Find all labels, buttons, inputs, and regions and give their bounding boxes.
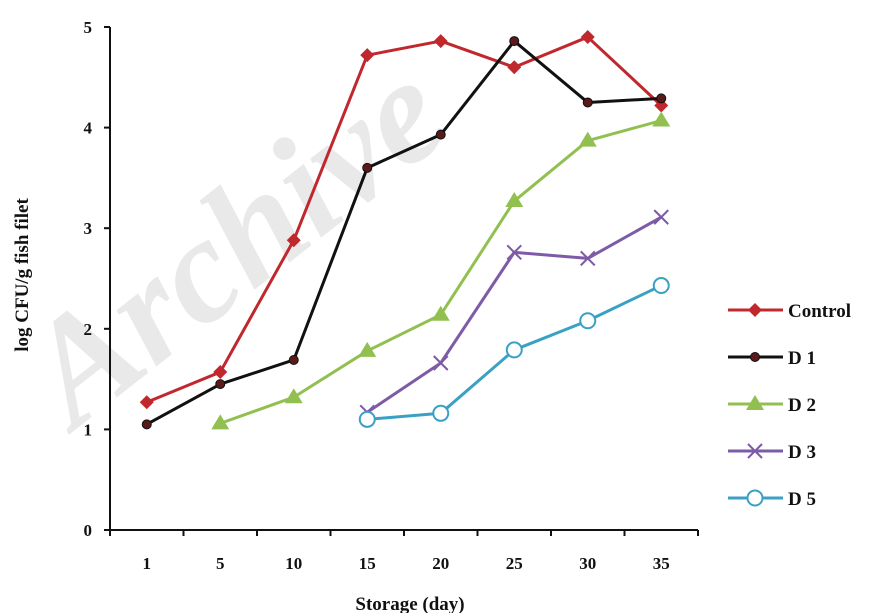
legend-item: D 1 <box>728 348 816 369</box>
series-line <box>366 215 662 414</box>
legend-item: Control <box>728 301 851 322</box>
watermark: Archive <box>0 28 476 461</box>
data-point <box>435 129 446 140</box>
y-tick-label: 0 <box>84 521 93 540</box>
series-group <box>139 30 671 430</box>
legend-label: D 5 <box>788 489 816 510</box>
data-point <box>578 131 597 147</box>
legend-marker <box>746 489 764 507</box>
data-point <box>652 111 671 127</box>
series-line <box>146 39 662 426</box>
x-tick-label: 10 <box>285 554 302 573</box>
y-tick-label: 1 <box>84 420 93 439</box>
legend-label: Control <box>788 301 851 322</box>
data-point <box>506 244 522 261</box>
series-d-1 <box>141 36 667 430</box>
data-point <box>505 192 524 208</box>
legend-marker <box>747 443 763 459</box>
legend-label: D 3 <box>788 442 816 463</box>
data-point <box>579 312 597 330</box>
data-point <box>582 97 593 108</box>
data-point <box>284 388 303 404</box>
x-tick-label: 5 <box>216 554 225 573</box>
x-tick-label: 15 <box>359 554 376 573</box>
data-point <box>580 250 596 267</box>
data-point <box>509 36 520 47</box>
y-tick-label: 3 <box>84 219 93 238</box>
y-tick-label: 4 <box>84 119 93 138</box>
data-point <box>360 48 375 63</box>
data-point <box>652 277 670 295</box>
y-tick-label: 5 <box>84 18 93 37</box>
x-tick-label: 20 <box>432 554 449 573</box>
data-point <box>653 209 669 225</box>
legend-item: D 3 <box>728 442 816 463</box>
legend-marker <box>748 303 762 317</box>
data-point <box>431 305 450 321</box>
series-control <box>139 30 669 410</box>
data-point <box>141 419 152 430</box>
data-point <box>288 354 299 365</box>
data-point <box>432 404 450 422</box>
y-axis-label: log CFU/g fish filet <box>12 198 33 352</box>
legend-marker <box>750 352 760 362</box>
data-point <box>507 60 522 75</box>
data-point <box>505 341 523 359</box>
legend-label: D 1 <box>788 348 816 369</box>
legend: Control D 1 D 2 D 3 D 5 <box>728 301 851 510</box>
data-point <box>286 233 301 248</box>
series-line <box>146 35 663 404</box>
data-point <box>211 414 230 430</box>
data-point <box>213 365 228 380</box>
data-point <box>656 93 667 104</box>
legend-marker <box>746 395 764 410</box>
data-point <box>358 410 376 428</box>
data-point <box>433 34 448 49</box>
legend-item: D 2 <box>728 395 816 416</box>
data-point <box>358 341 377 357</box>
x-tick-label: 25 <box>506 554 523 573</box>
legend-label: D 2 <box>788 395 816 416</box>
data-point <box>362 162 373 173</box>
x-tick-label: 30 <box>579 554 596 573</box>
y-tick-label: 2 <box>84 320 93 339</box>
legend-item: D 5 <box>728 489 816 510</box>
series-d-5 <box>358 277 670 428</box>
data-point <box>580 30 595 45</box>
data-point <box>433 355 449 371</box>
data-point <box>139 395 154 410</box>
series-d-2 <box>211 111 671 430</box>
data-point <box>215 379 226 390</box>
x-tick-label: 35 <box>653 554 670 573</box>
series-d-3 <box>359 209 669 421</box>
x-axis-label: Storage (day) <box>355 594 464 613</box>
x-tick-label: 1 <box>143 554 152 573</box>
